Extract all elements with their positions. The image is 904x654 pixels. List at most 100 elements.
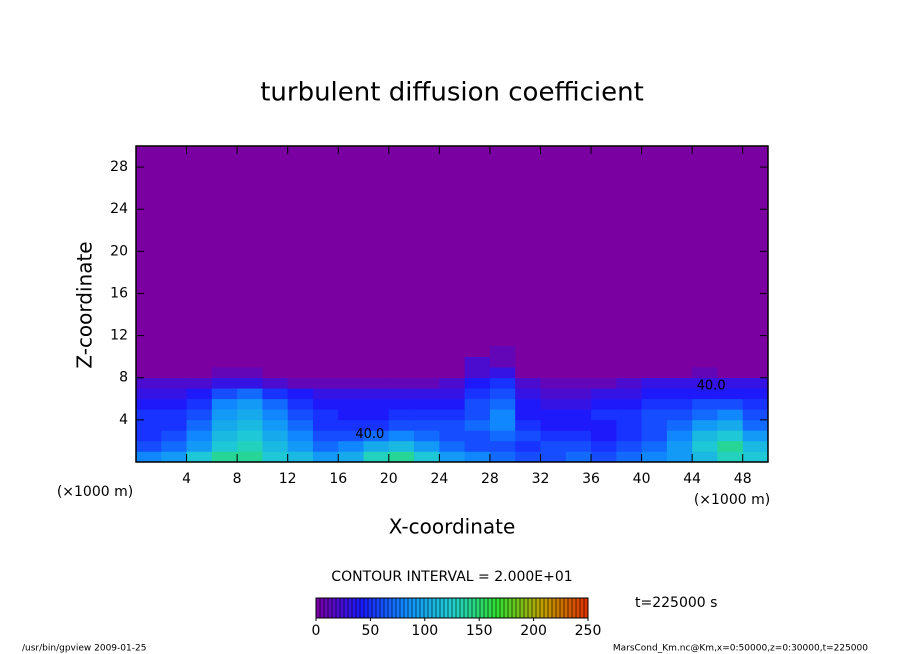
- field-cell: [591, 430, 617, 442]
- field-cell: [641, 356, 668, 368]
- field-cell: [489, 398, 516, 410]
- field-cell: [489, 367, 516, 379]
- field-cell: [565, 419, 592, 431]
- field-cell: [692, 367, 718, 379]
- colorbar-stripe: [328, 598, 333, 618]
- colorbar-stripe: [404, 598, 409, 618]
- field-cell: [742, 388, 769, 400]
- field-cell: [439, 388, 465, 400]
- field-cell: [338, 451, 364, 463]
- colorbar-stripe: [504, 598, 509, 618]
- field-cell: [237, 388, 263, 400]
- field-cell: [666, 367, 693, 379]
- field-cell: [338, 388, 364, 400]
- field-cell: [363, 419, 390, 431]
- field-cell: [237, 356, 263, 368]
- field-cell: [136, 346, 162, 357]
- colorbar-stripe: [320, 598, 325, 618]
- field-cell: [565, 451, 592, 463]
- field-cell: [414, 367, 440, 379]
- plot-frame: [135, 145, 769, 463]
- field-cell: [591, 440, 617, 452]
- colorbar-stripe: [376, 598, 381, 618]
- field-cell: [742, 409, 769, 421]
- field-cell: [237, 419, 263, 431]
- colorbar-stripe: [476, 598, 481, 618]
- colorbar-stripe: [564, 598, 569, 618]
- field-cell: [540, 451, 567, 463]
- field-cell: [211, 409, 238, 421]
- field-cell: [565, 346, 592, 357]
- x-tick-label: 40: [633, 471, 651, 487]
- x-tick-label: 4: [182, 471, 191, 487]
- field-cell: [211, 388, 238, 400]
- y-tick-label: 24: [110, 201, 128, 217]
- field-cell: [136, 367, 162, 379]
- colorbar-stripe: [508, 598, 513, 618]
- x-tick-label: 32: [532, 471, 550, 487]
- colorbar-stripe: [384, 598, 389, 618]
- field-cell: [262, 356, 288, 368]
- field-cell: [742, 377, 769, 389]
- field-cell: [186, 419, 213, 431]
- field-cell: [262, 419, 288, 431]
- field-cell: [136, 409, 162, 421]
- y-unit-label: (×1000 m): [57, 484, 133, 500]
- colorbar-stripe: [344, 598, 349, 618]
- colorbar-stripe: [520, 598, 525, 618]
- field-cell: [287, 346, 314, 357]
- colorbar-stripe: [492, 598, 497, 618]
- field-cell: [287, 451, 314, 463]
- colorbar-stripe: [360, 598, 365, 618]
- field-cell: [363, 409, 390, 421]
- field-cell: [489, 377, 516, 389]
- field-cell: [515, 388, 541, 400]
- colorbar-stripe: [456, 598, 461, 618]
- field-cell: [211, 398, 238, 410]
- colorbar-stripe: [572, 598, 577, 618]
- colorbar-tick-label: 0: [312, 623, 321, 639]
- field-cell: [161, 398, 187, 410]
- field-cell: [616, 451, 642, 463]
- colorbar-stripe: [548, 598, 553, 618]
- field-cell: [489, 440, 516, 452]
- field-cell: [262, 388, 288, 400]
- colorbar-stripe: [388, 598, 393, 618]
- field-cell: [262, 409, 288, 421]
- field-cell: [312, 398, 339, 410]
- colorbar-stripe: [468, 598, 473, 618]
- colorbar-frame: [315, 597, 589, 619]
- x-unit-label: (×1000 m): [694, 492, 770, 508]
- field-cell: [287, 409, 314, 421]
- field-cell: [540, 419, 567, 431]
- y-tick-label: 4: [119, 412, 128, 428]
- field-cell: [186, 346, 213, 357]
- field-cell: [363, 346, 390, 357]
- field-cell: [464, 419, 491, 431]
- x-tick-label: 24: [430, 471, 448, 487]
- field-cell: [540, 388, 567, 400]
- field-cell: [591, 367, 617, 379]
- footer-right: MarsCond_Km.nc@Km,x=0:50000,z=0:30000,t=…: [613, 644, 868, 654]
- field-cell: [641, 398, 668, 410]
- colorbar-stripe: [528, 598, 533, 618]
- colorbar-stripe: [496, 598, 501, 618]
- field-cell: [616, 356, 642, 368]
- field-cell: [717, 398, 744, 410]
- field-cell: [287, 430, 314, 442]
- colorbar-tick-label: 150: [466, 623, 493, 639]
- field-cell: [414, 377, 440, 389]
- field-cell: [489, 430, 516, 442]
- field-cell: [515, 367, 541, 379]
- field-cell: [515, 451, 541, 463]
- field-cell: [161, 430, 187, 442]
- field-cell: [742, 346, 769, 357]
- field-cell: [565, 388, 592, 400]
- field-cell: [515, 430, 541, 442]
- field-cell: [591, 377, 617, 389]
- field-cell: [338, 419, 364, 431]
- field-cell: [312, 451, 339, 463]
- field-cell: [692, 377, 718, 389]
- field-cell: [388, 346, 415, 357]
